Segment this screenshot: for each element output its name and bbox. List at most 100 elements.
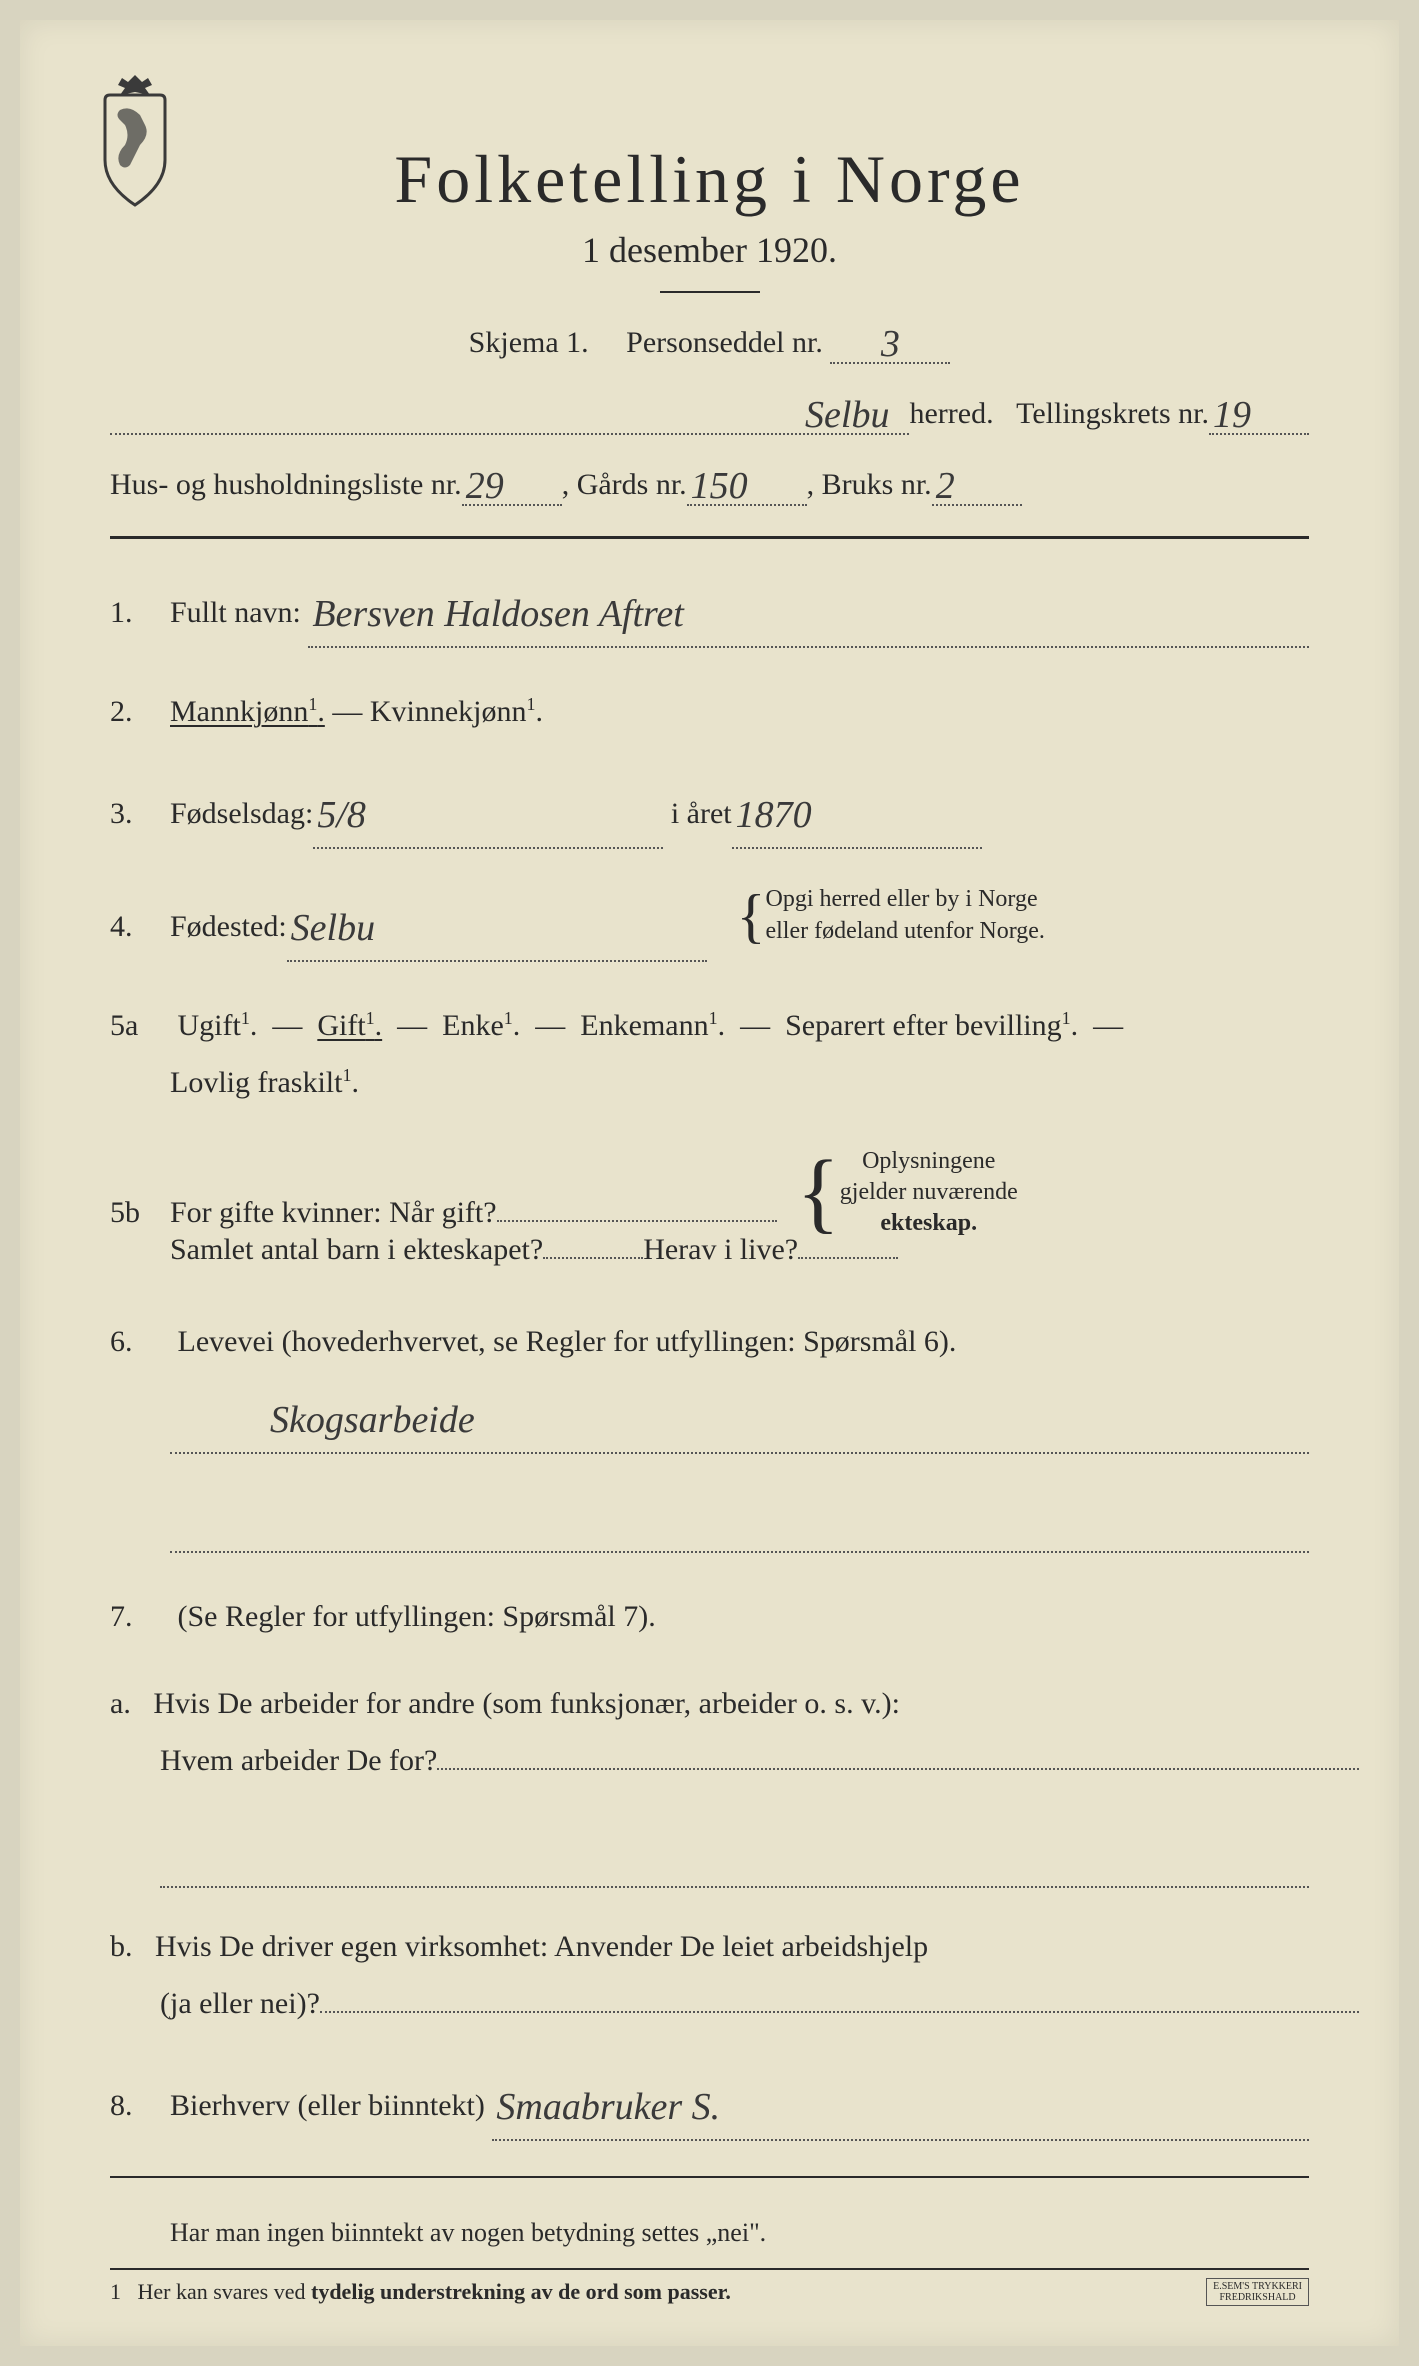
hus-label: Hus- og husholdningsliste nr. xyxy=(110,468,462,502)
q7b-text1: Hvis De driver egen virksomhet: Anvender… xyxy=(155,1930,928,1963)
footnote-text: 1 Her kan svares ved tydelig understrekn… xyxy=(110,2279,731,2305)
herred-line: Selbu herred. Tellingskrets nr. 19 xyxy=(110,389,1309,435)
q5b-gift-field xyxy=(497,1220,777,1222)
brace-icon: { xyxy=(737,898,766,934)
question-7: 7. (Se Regler for utfyllingen: Spørsmål … xyxy=(110,1588,1309,2032)
question-1: 1. Fullt navn: Bersven Haldosen Aftret xyxy=(110,574,1309,648)
q1-label: Fullt navn: xyxy=(170,584,301,641)
herred-label: herred. xyxy=(909,397,993,431)
form-header: Folketelling i Norge 1 desember 1920. Sk… xyxy=(110,140,1309,506)
q7b-text2: (ja eller nei)? xyxy=(160,1975,320,2032)
q7a-blank-field xyxy=(160,1829,1309,1888)
q5b-note-wrap: { Oplysningene gjelder nuværende ekteska… xyxy=(797,1146,1018,1240)
printer-stamp: E.SEM'S TRYKKERI FREDRIKSHALD xyxy=(1206,2278,1309,2306)
question-5b: 5b For gifte kvinner: Når gift? { Oplysn… xyxy=(110,1146,1309,1278)
q3-num: 3. xyxy=(110,785,170,842)
divider-thin xyxy=(110,2176,1309,2178)
question-5a: 5a Ugift1. — Gift1. — Enke1. — Enkemann1… xyxy=(110,997,1309,1111)
q6-label: Levevei (hovederhvervet, se Regler for u… xyxy=(178,1325,957,1358)
q5a-enkemann: Enkemann1. xyxy=(580,1009,725,1042)
q5a-line2: Lovlig fraskilt1. xyxy=(170,1054,1309,1111)
q3-year-label: i året xyxy=(671,785,732,842)
q4-num: 4. xyxy=(110,898,170,955)
q7a: a. Hvis De arbeider for andre (som funks… xyxy=(110,1675,1309,1888)
title-date: 1 desember 1920. xyxy=(110,229,1309,271)
q5b-live-field xyxy=(798,1257,898,1259)
brace-icon: { xyxy=(797,1166,840,1220)
q5b-line2: Samlet antal barn i ekteskapet? Herav i … xyxy=(170,1221,1369,1278)
q7a-line2: Hvem arbeider De for? xyxy=(160,1732,1359,1789)
q4-note: Opgi herred eller by i Norge eller fødel… xyxy=(765,884,1044,946)
q6-value-field: Skogsarbeide xyxy=(170,1380,1309,1454)
q6-blank-line xyxy=(170,1494,1309,1553)
q7a-label: a. xyxy=(110,1687,131,1720)
q3-day: 5/8 xyxy=(317,794,366,836)
gards-nr-field: 150 xyxy=(687,460,807,506)
liste-nr-field: 29 xyxy=(462,460,562,506)
tellingskrets-nr: 19 xyxy=(1213,394,1251,436)
q5a-enke: Enke1. xyxy=(442,1009,520,1042)
tellingskrets-label: Tellingskrets nr. xyxy=(1016,397,1209,431)
census-form-page: Folketelling i Norge 1 desember 1920. Sk… xyxy=(20,20,1399,2346)
q5b-barn-field xyxy=(543,1257,643,1259)
tellingskrets-nr-field: 19 xyxy=(1209,389,1309,435)
q7a-field xyxy=(437,1768,1359,1770)
footer-note: Har man ingen biinntekt av nogen betydni… xyxy=(170,2218,1309,2248)
divider-thick xyxy=(110,536,1309,539)
gards-label: , Gårds nr. xyxy=(562,468,687,502)
bruks-nr: 2 xyxy=(936,465,955,507)
q7a-text1: Hvis De arbeider for andre (som funksjon… xyxy=(153,1687,900,1720)
q7b-label: b. xyxy=(110,1930,133,1963)
divider xyxy=(660,291,760,293)
q5a-gift: Gift1. xyxy=(317,1009,382,1042)
q2-kvinne: Kvinnekjønn1. xyxy=(370,683,543,740)
q1-value-field: Bersven Haldosen Aftret xyxy=(308,574,1309,648)
q5a-ugift: Ugift1. xyxy=(178,1009,258,1042)
q8-value-field: Smaabruker S. xyxy=(492,2067,1309,2141)
gards-nr: 150 xyxy=(691,465,748,507)
footnote: 1 Her kan svares ved tydelig understrekn… xyxy=(110,2268,1309,2306)
q2-mann: Mannkjønn1. xyxy=(170,683,325,740)
question-3: 3. Fødselsdag: 5/8 i året 1870 xyxy=(110,775,1309,849)
personseddel-nr-field: 3 xyxy=(830,318,950,364)
herred-name-field: Selbu xyxy=(110,389,909,435)
q4-label: Fødested: xyxy=(170,898,287,955)
q7b: b. Hvis De driver egen virksomhet: Anven… xyxy=(110,1918,1309,2032)
q1-value: Bersven Haldosen Aftret xyxy=(312,593,683,635)
q6-blank-field xyxy=(170,1494,1309,1553)
q5a-num: 5a xyxy=(110,997,170,1054)
q6-num: 6. xyxy=(110,1313,170,1370)
schema-line: Skjema 1. Personseddel nr. 3 xyxy=(110,318,1309,364)
q6-value-line: Skogsarbeide xyxy=(170,1380,1309,1454)
hus-line: Hus- og husholdningsliste nr. 29 , Gårds… xyxy=(110,460,1309,506)
liste-nr: 29 xyxy=(466,465,504,507)
bruks-nr-field: 2 xyxy=(932,460,1022,506)
q5b-note: Oplysningene gjelder nuværende ekteskap. xyxy=(840,1146,1018,1240)
q4-value: Selbu xyxy=(291,907,375,949)
q4-note-wrap: { Opgi herred eller by i Norge eller fød… xyxy=(737,884,1045,946)
q5b-num: 5b xyxy=(110,1184,170,1241)
q5b-label3: Herav i live? xyxy=(643,1221,798,1278)
q2-num: 2. xyxy=(110,683,170,740)
q1-num: 1. xyxy=(110,584,170,641)
schema-label: Skjema 1. xyxy=(469,326,589,359)
q7-label: (Se Regler for utfyllingen: Spørsmål 7). xyxy=(178,1600,656,1633)
q7b-line2: (ja eller nei)? xyxy=(160,1975,1359,2032)
question-6: 6. Levevei (hovederhvervet, se Regler fo… xyxy=(110,1313,1309,1553)
bruks-label: , Bruks nr. xyxy=(807,468,932,502)
q8-label: Bierhverv (eller biinntekt) xyxy=(170,2077,485,2134)
q3-year: 1870 xyxy=(736,794,812,836)
q3-label: Fødselsdag: xyxy=(170,785,313,842)
personseddel-nr: 3 xyxy=(881,323,900,365)
question-4: 4. Fødested: Selbu { Opgi herred eller b… xyxy=(110,884,1309,961)
q5b-label2: Samlet antal barn i ekteskapet? xyxy=(170,1221,543,1278)
q4-value-field: Selbu xyxy=(287,888,707,962)
q3-day-field: 5/8 xyxy=(313,775,663,849)
q3-year-field: 1870 xyxy=(732,775,982,849)
q5a-separert: Separert efter bevilling1. xyxy=(785,1009,1078,1042)
q7-num: 7. xyxy=(110,1588,170,1645)
title-main: Folketelling i Norge xyxy=(110,140,1309,219)
herred-name: Selbu xyxy=(805,394,889,436)
q5a-lovlig: Lovlig fraskilt1. xyxy=(170,1066,359,1099)
q7a-text2: Hvem arbeider De for? xyxy=(160,1732,437,1789)
